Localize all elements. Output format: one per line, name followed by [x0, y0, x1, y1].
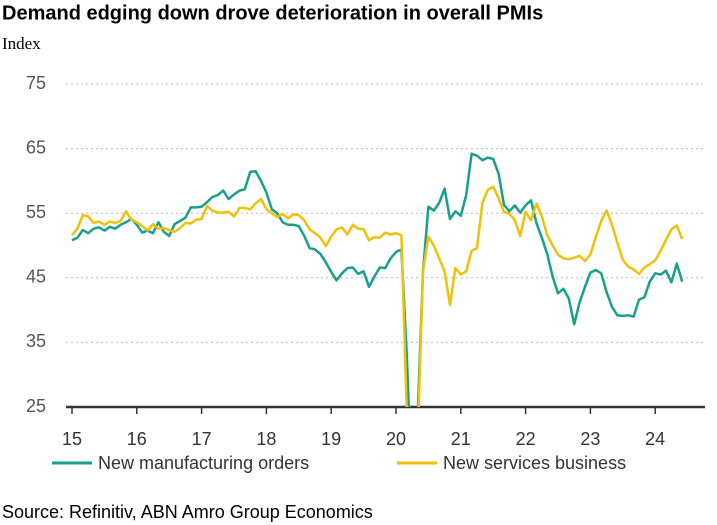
source-note: Source: Refinitiv, ABN Amro Group Econom… [2, 502, 373, 522]
x-tick-label: 19 [321, 429, 341, 449]
x-tick-label: 16 [127, 429, 147, 449]
x-tick-label: 24 [645, 429, 665, 449]
y-tick-label: 75 [26, 73, 46, 93]
series-line [71, 152, 684, 407]
y-tick-label: 35 [26, 331, 46, 351]
x-tick-label: 15 [62, 429, 82, 449]
y-tick-label: 55 [26, 202, 46, 222]
y-tick-label: 45 [26, 267, 46, 287]
x-tick-label: 23 [580, 429, 600, 449]
series-line [71, 185, 684, 407]
x-tick-label: 20 [386, 429, 406, 449]
x-tick-label: 18 [256, 429, 276, 449]
plot-area [71, 152, 684, 407]
y-axis-label: Index [2, 34, 41, 53]
x-tick-label: 21 [451, 429, 471, 449]
y-tick-label: 65 [26, 137, 46, 157]
y-tick-label: 25 [26, 396, 46, 416]
legend-label: New services business [443, 453, 626, 473]
x-tick-label: 17 [192, 429, 212, 449]
chart-title: Demand edging down drove deterioration i… [2, 2, 543, 24]
legend-label: New manufacturing orders [98, 453, 309, 473]
x-tick-label: 22 [516, 429, 536, 449]
